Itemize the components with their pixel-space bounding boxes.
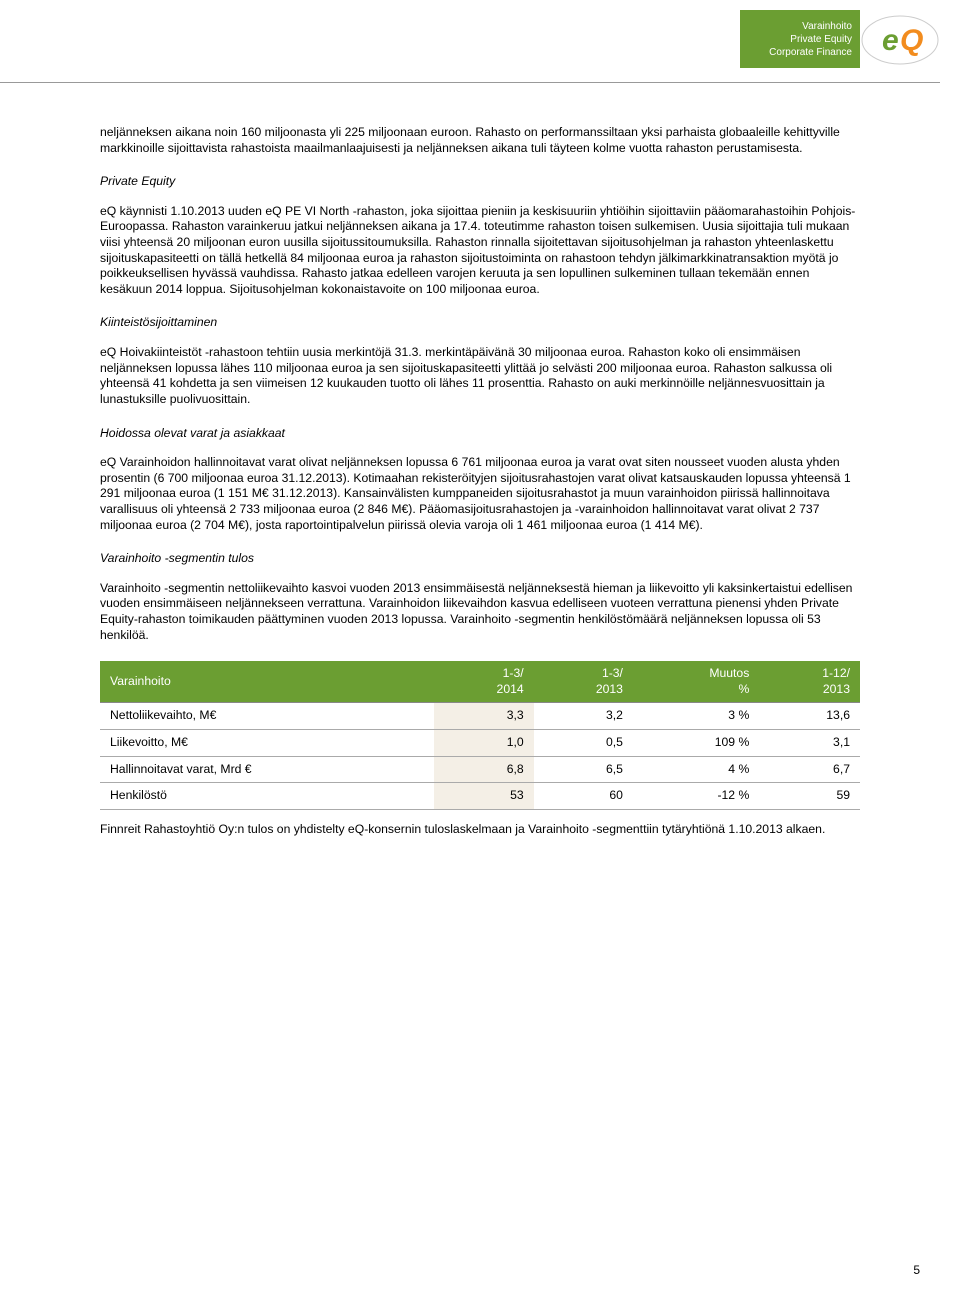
table-cell: 59: [759, 783, 860, 810]
section-title-private-equity: Private Equity: [100, 174, 860, 190]
segment-result-paragraph: Varainhoito -segmentin nettoliikevaihto …: [100, 581, 860, 643]
varainhoito-table: Varainhoito 1-3/ 2014 1-3/ 2013 Muutos %…: [100, 661, 860, 810]
table-cell: 4 %: [633, 756, 759, 783]
table-cell: 60: [534, 783, 633, 810]
table-header-cell: 1-12/ 2013: [759, 661, 860, 703]
section-title-aum: Hoidossa olevat varat ja asiakkaat: [100, 426, 860, 442]
table-cell: Liikevoitto, M€: [100, 730, 434, 757]
table-header-cell: 1-3/ 2013: [534, 661, 633, 703]
table-cell: 6,7: [759, 756, 860, 783]
section-title-segment-result: Varainhoito -segmentin tulos: [100, 551, 860, 567]
header-service-line: Varainhoito: [748, 20, 852, 33]
header-divider: [0, 82, 940, 83]
table-cell: 1,0: [434, 730, 533, 757]
table-row: Hallinnoitavat varat, Mrd €6,86,54 %6,7: [100, 756, 860, 783]
table-cell: Hallinnoitavat varat, Mrd €: [100, 756, 434, 783]
aum-paragraph: eQ Varainhoidon hallinnoitavat varat oli…: [100, 455, 860, 533]
table-cell: 3,3: [434, 703, 533, 730]
table-header-cell: Varainhoito: [100, 661, 434, 703]
svg-text:Q: Q: [900, 24, 923, 57]
header-service-line: Private Equity: [748, 33, 852, 46]
table-cell: 3,1: [759, 730, 860, 757]
table-cell: 3 %: [633, 703, 759, 730]
header-services-tab: Varainhoito Private Equity Corporate Fin…: [740, 10, 860, 68]
table-body: Nettoliikevaihto, M€3,33,23 %13,6Liikevo…: [100, 703, 860, 809]
header-service-line: Corporate Finance: [748, 46, 852, 59]
table-cell: 13,6: [759, 703, 860, 730]
table-cell: 6,5: [534, 756, 633, 783]
table-cell: 3,2: [534, 703, 633, 730]
section-title-real-estate: Kiinteistösijoittaminen: [100, 315, 860, 331]
table-header-cell: 1-3/ 2014: [434, 661, 533, 703]
footer-paragraph: Finnreit Rahastoyhtiö Oy:n tulos on yhdi…: [100, 822, 860, 838]
table-cell: -12 %: [633, 783, 759, 810]
table-row: Nettoliikevaihto, M€3,33,23 %13,6: [100, 703, 860, 730]
svg-text:e: e: [882, 24, 899, 57]
table-cell: 53: [434, 783, 533, 810]
table-row: Liikevoitto, M€1,00,5109 %3,1: [100, 730, 860, 757]
private-equity-paragraph: eQ käynnisti 1.10.2013 uuden eQ PE VI No…: [100, 204, 860, 298]
table-header-cell: Muutos %: [633, 661, 759, 703]
table-cell: Henkilöstö: [100, 783, 434, 810]
table-header-row: Varainhoito 1-3/ 2014 1-3/ 2013 Muutos %…: [100, 661, 860, 703]
page-number: 5: [913, 1263, 920, 1277]
table-row: Henkilöstö5360-12 %59: [100, 783, 860, 810]
page-header: Varainhoito Private Equity Corporate Fin…: [0, 0, 960, 88]
page-content: neljänneksen aikana noin 160 miljoonasta…: [100, 125, 860, 856]
real-estate-paragraph: eQ Hoivakiinteistöt -rahastoon tehtiin u…: [100, 345, 860, 407]
table-cell: 6,8: [434, 756, 533, 783]
table-cell: Nettoliikevaihto, M€: [100, 703, 434, 730]
table-cell: 109 %: [633, 730, 759, 757]
table-cell: 0,5: [534, 730, 633, 757]
intro-paragraph: neljänneksen aikana noin 160 miljoonasta…: [100, 125, 860, 156]
eq-logo-icon: e Q: [860, 14, 940, 66]
